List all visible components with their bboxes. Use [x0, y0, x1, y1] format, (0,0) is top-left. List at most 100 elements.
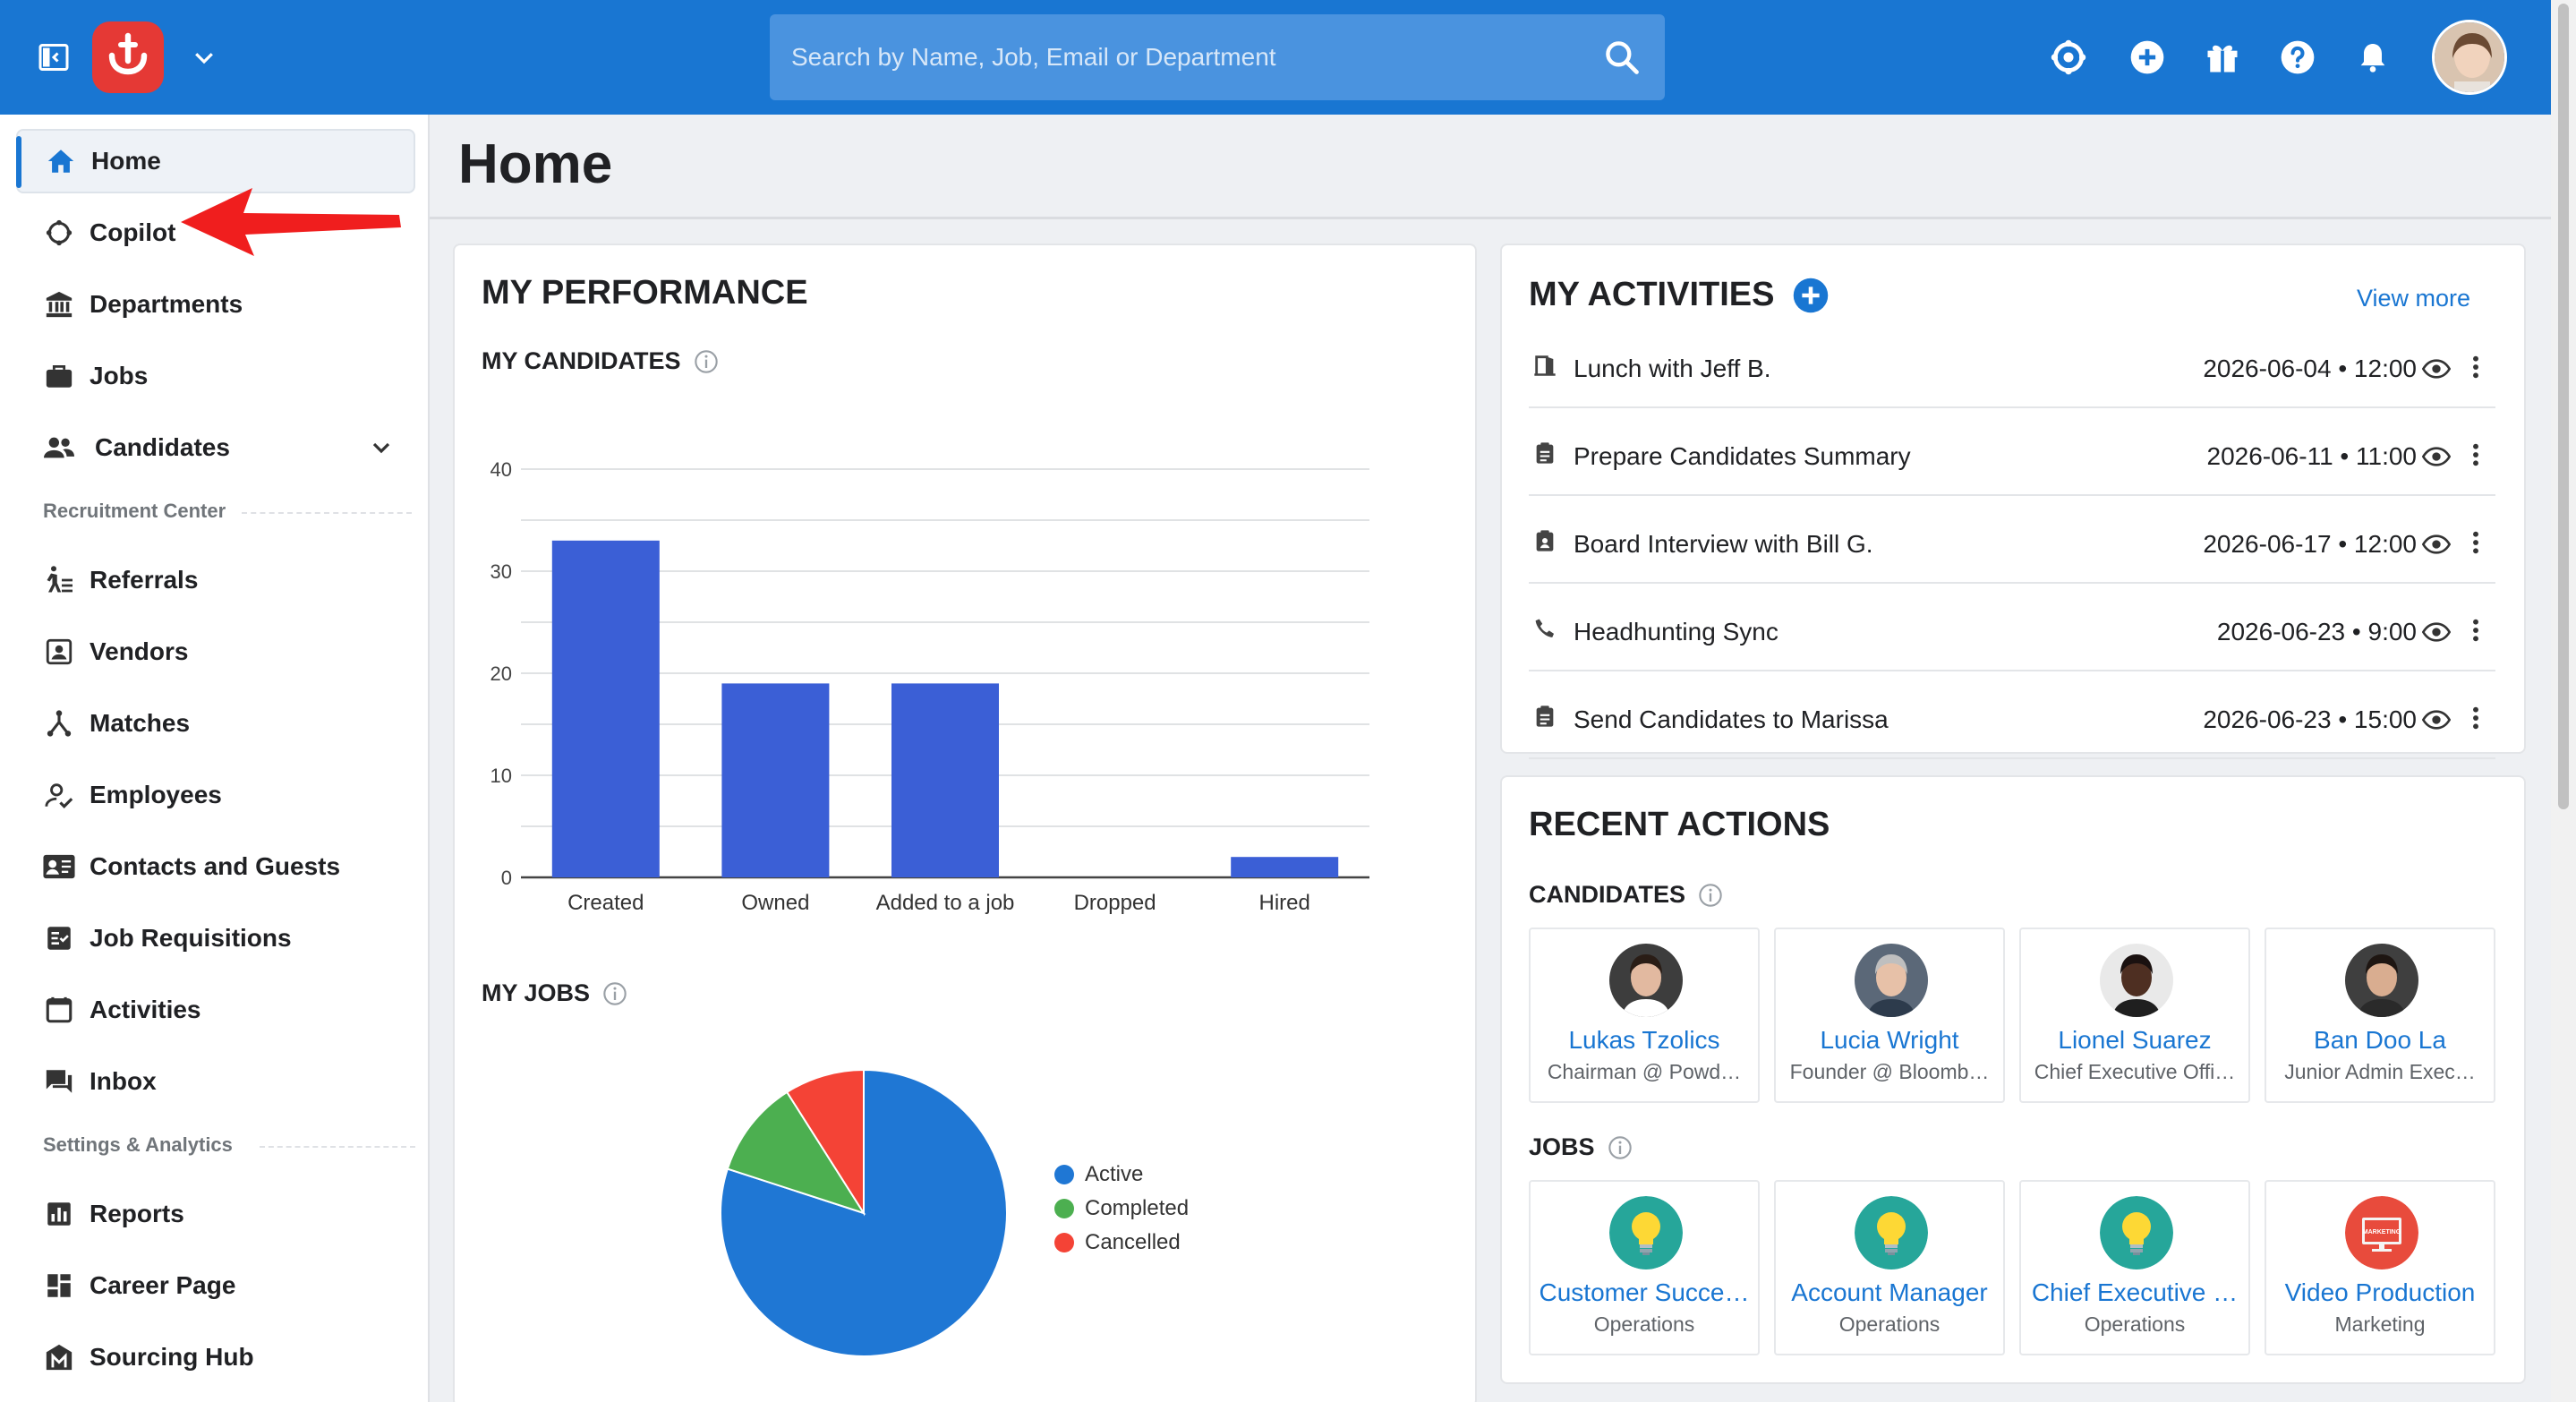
legend-item[interactable]: Cancelled — [1054, 1230, 1181, 1255]
activity-row[interactable]: Send Candidates to Marissa 2026-06-23 • 1… — [1529, 679, 2495, 759]
sidebar-item-referrals[interactable]: Referrals — [16, 548, 415, 612]
bar[interactable] — [891, 683, 999, 877]
eye-icon[interactable] — [2421, 530, 2452, 559]
bar[interactable] — [551, 540, 660, 877]
activity-title: Lunch with Jeff B. — [1574, 355, 1771, 382]
candidate-card[interactable]: Lucia Wright Founder @ Bloomb… — [1774, 928, 2005, 1103]
pie-slice[interactable] — [785, 1068, 865, 1217]
pie-legend: Active Completed Cancelled — [1054, 1162, 1323, 1269]
job-name[interactable]: Account Manager — [1791, 1278, 1988, 1306]
more-options-icon[interactable] — [2461, 528, 2490, 557]
more-options-icon[interactable] — [2461, 440, 2490, 469]
legend-label: Cancelled — [1085, 1230, 1181, 1254]
eye-icon[interactable] — [2421, 618, 2452, 646]
y-tick-label: 10 — [490, 765, 512, 787]
recent-actions-title: RECENT ACTIONS — [1529, 806, 1830, 843]
legend-item[interactable]: Completed — [1054, 1196, 1189, 1221]
notifications-bell-icon[interactable] — [2351, 36, 2394, 79]
job-name[interactable]: Chief Executive … — [2031, 1278, 2239, 1306]
sidebar-item-vendors[interactable]: Vendors — [16, 620, 415, 684]
candidate-name[interactable]: Lionel Suarez — [2058, 1026, 2212, 1054]
sidebar-item-departments[interactable]: Departments — [16, 272, 415, 337]
activity-row[interactable]: Board Interview with Bill G. 2026-06-17 •… — [1529, 503, 2495, 584]
eye-icon[interactable] — [2421, 355, 2452, 383]
people-icon — [41, 430, 77, 466]
job-card[interactable]: MARKETING Video Production Marketing — [2265, 1180, 2495, 1355]
job-card[interactable]: Account Manager Operations — [1774, 1180, 2005, 1355]
legend-item[interactable]: Active — [1054, 1162, 1143, 1187]
my-candidates-heading: MY CANDIDATES — [482, 347, 719, 375]
info-icon[interactable] — [1698, 883, 1723, 908]
sidebar-item-job-requisitions[interactable]: Job Requisitions — [16, 906, 415, 970]
bar[interactable] — [721, 683, 830, 877]
add-activity-icon[interactable] — [1792, 277, 1830, 314]
gift-icon[interactable] — [2201, 36, 2244, 79]
info-icon[interactable] — [602, 981, 627, 1006]
add-icon[interactable] — [2126, 36, 2169, 79]
candidate-card[interactable]: Ban Doo La Junior Admin Exec… — [2265, 928, 2495, 1103]
more-options-icon[interactable] — [2461, 616, 2490, 645]
y-tick-label: 20 — [490, 663, 512, 685]
career-page-icon — [41, 1268, 77, 1304]
help-icon[interactable] — [2276, 36, 2319, 79]
sidebar-item-copilot[interactable]: Copilot — [16, 201, 415, 265]
my-candidates-label: MY CANDIDATES — [482, 347, 681, 374]
sidebar-item-career-page[interactable]: Career Page — [16, 1253, 415, 1318]
scrollbar[interactable] — [2551, 0, 2576, 1402]
referral-icon — [41, 562, 77, 598]
search-input[interactable]: Search by Name, Job, Email or Department — [770, 14, 1665, 100]
sidebar-item-candidates[interactable]: Candidates — [16, 415, 415, 480]
scroll-thumb[interactable] — [2558, 4, 2569, 809]
eye-icon[interactable] — [2421, 705, 2452, 734]
candidate-photo — [1855, 944, 1928, 1017]
door-icon — [1532, 353, 1561, 381]
info-icon[interactable] — [1608, 1135, 1633, 1160]
sidebar-item-label: Jobs — [90, 362, 149, 389]
bar[interactable] — [1231, 857, 1339, 877]
job-name[interactable]: Video Production — [2284, 1278, 2476, 1306]
activity-date: 2026-06-04 • 12:00 — [2203, 355, 2417, 382]
chevron-down-icon[interactable] — [367, 433, 396, 462]
sidebar-item-sourcing-hub[interactable]: Sourcing Hub — [16, 1325, 415, 1389]
top-bar: Search by Name, Job, Email or Department — [0, 0, 2551, 115]
candidate-name[interactable]: Lucia Wright — [1820, 1026, 1959, 1054]
sidebar-item-label: Contacts and Guests — [90, 852, 341, 880]
my-jobs-heading: MY JOBS — [482, 979, 627, 1007]
activity-row[interactable]: Headhunting Sync 2026-06-23 • 9:00 — [1529, 591, 2495, 671]
info-icon[interactable] — [694, 349, 719, 374]
pie-slice[interactable] — [726, 1090, 866, 1215]
job-card[interactable]: Customer Succe… Operations — [1529, 1180, 1760, 1355]
sidebar-item-matches[interactable]: Matches — [16, 691, 415, 756]
sidebar-item-jobs[interactable]: Jobs — [16, 344, 415, 408]
job-department: Operations — [1838, 1312, 1941, 1336]
sidebar-item-reports[interactable]: Reports — [16, 1182, 415, 1246]
job-card[interactable]: Chief Executive … Operations — [2019, 1180, 2250, 1355]
candidate-card[interactable]: Lionel Suarez Chief Executive Offi… — [2019, 928, 2250, 1103]
interview-icon — [1532, 528, 1561, 557]
vendor-icon — [41, 634, 77, 670]
sidebar-item-activities[interactable]: Activities — [16, 978, 415, 1042]
lightbulb-icon — [1855, 1196, 1928, 1269]
sidebar-item-home[interactable]: Home — [16, 129, 415, 193]
sidebar-item-contacts[interactable]: Contacts and Guests — [16, 834, 415, 899]
more-options-icon[interactable] — [2461, 353, 2490, 381]
more-options-icon[interactable] — [2461, 704, 2490, 732]
candidate-card[interactable]: Lukas Tzolics Chairman @ Powd… — [1529, 928, 1760, 1103]
job-name[interactable]: Customer Succe… — [1539, 1278, 1750, 1306]
candidate-name[interactable]: Ban Doo La — [2314, 1026, 2446, 1054]
sidebar-toggle-icon[interactable] — [36, 39, 72, 75]
sidebar-item-inbox[interactable]: Inbox — [16, 1049, 415, 1114]
chevron-down-icon[interactable] — [186, 39, 222, 75]
app-logo[interactable] — [92, 21, 164, 93]
search-icon[interactable] — [1602, 38, 1642, 77]
eye-icon[interactable] — [2421, 442, 2452, 471]
user-avatar[interactable] — [2432, 20, 2507, 95]
recent-jobs-label: JOBS — [1529, 1133, 1595, 1160]
sidebar-item-employees[interactable]: Employees — [16, 763, 415, 827]
candidate-name[interactable]: Lukas Tzolics — [1568, 1026, 1720, 1054]
sidebar-item-label: Referrals — [90, 566, 199, 594]
copilot-icon[interactable] — [2047, 36, 2090, 79]
view-more-link[interactable]: View more — [2357, 285, 2471, 312]
activity-row[interactable]: Prepare Candidates Summary 2026-06-11 • 1… — [1529, 415, 2495, 496]
activity-row[interactable]: Lunch with Jeff B. 2026-06-04 • 12:00 — [1529, 328, 2495, 408]
